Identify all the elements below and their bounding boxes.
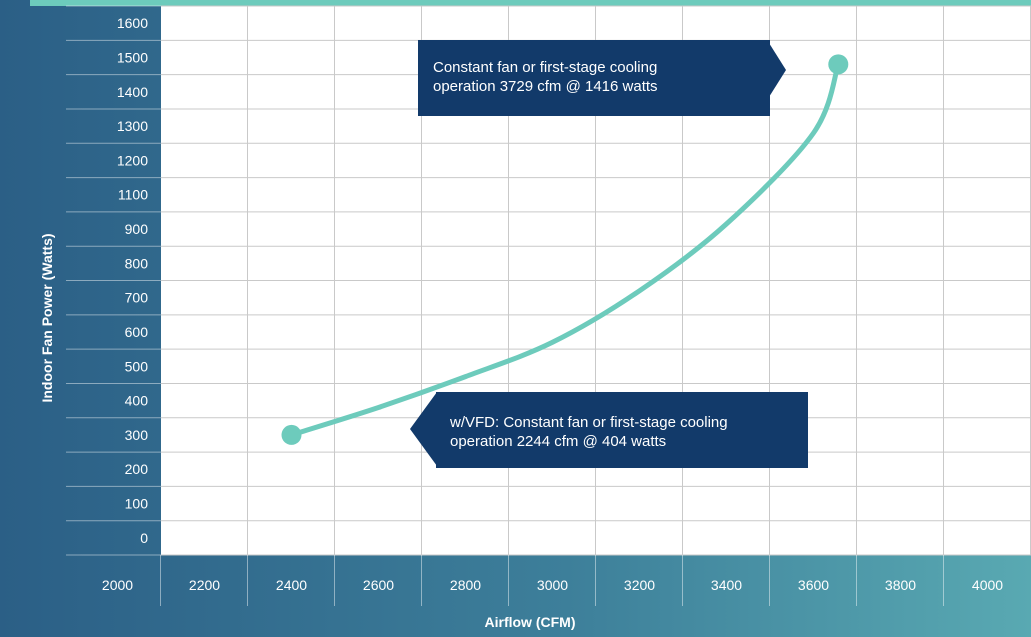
x-tick-label: 2600 — [363, 577, 394, 593]
y-tick-label: 200 — [125, 461, 149, 477]
x-tick-label: 3000 — [537, 577, 568, 593]
x-tick-label: 3800 — [885, 577, 916, 593]
y-tick-label: 0 — [140, 530, 148, 546]
endpoint-markers — [281, 54, 849, 445]
y-tick-label: 600 — [125, 324, 149, 340]
y-tick-label: 500 — [125, 358, 149, 374]
annotation-bottom: w/VFD: Constant fan or first-stage cooli… — [436, 392, 808, 468]
x-tick-label: 3400 — [711, 577, 742, 593]
y-tick-label: 1400 — [117, 84, 148, 100]
y-tick-label: 100 — [125, 496, 149, 512]
x-axis-label: Airflow (CFM) — [485, 614, 576, 630]
y-tick-label: 900 — [125, 221, 149, 237]
x-tick-label: 2800 — [450, 577, 481, 593]
x-tick-labels: 2000 2200 2400 2600 2800 3000 3200 3400 3600 3800… — [102, 555, 1003, 606]
y-tick-label: 1200 — [117, 152, 148, 168]
annotation-top-line1: Constant fan or first-stage cooling — [433, 59, 658, 76]
y-tick-label: 700 — [125, 290, 149, 306]
x-tick-label: 3600 — [798, 577, 829, 593]
x-tick-label: 2400 — [276, 577, 307, 593]
annotation-bottom-line1: w/VFD: Constant fan or first-stage cooli… — [450, 414, 728, 431]
x-tick-label: 2200 — [189, 577, 220, 593]
y-tick-label: 300 — [125, 427, 149, 443]
top-accent-bar — [30, 0, 1031, 6]
endpoint-marker — [281, 424, 302, 445]
series-line — [289, 61, 841, 438]
x-tick-label: 4000 — [972, 577, 1003, 593]
annotation-top-line2: operation 3729 cfm @ 1416 watts — [433, 78, 658, 95]
x-tick-label: 2000 — [102, 577, 133, 593]
y-tick-label: 1300 — [117, 118, 148, 134]
y-axis-label: Indoor Fan Power (Watts) — [39, 233, 55, 402]
annotation-top-pointer — [769, 43, 786, 97]
y-tick-label: 1100 — [118, 187, 148, 203]
endpoint-marker — [828, 54, 849, 75]
y-tick-labels: 0 100 200 300 400 500 600 700 800 900 1100 1200 1300… — [66, 5, 161, 556]
x-tick-label: 3200 — [624, 577, 655, 593]
y-tick-label: 1600 — [117, 15, 148, 31]
annotation-bottom-pointer — [410, 392, 437, 466]
annotation-top: Constant fan or first-stage cooling oper… — [418, 40, 770, 116]
y-tick-label: 1500 — [117, 49, 148, 65]
y-tick-label: 800 — [125, 255, 149, 271]
annotation-bottom-line2: operation 2244 cfm @ 404 watts — [450, 433, 667, 450]
y-tick-label: 400 — [125, 393, 149, 409]
